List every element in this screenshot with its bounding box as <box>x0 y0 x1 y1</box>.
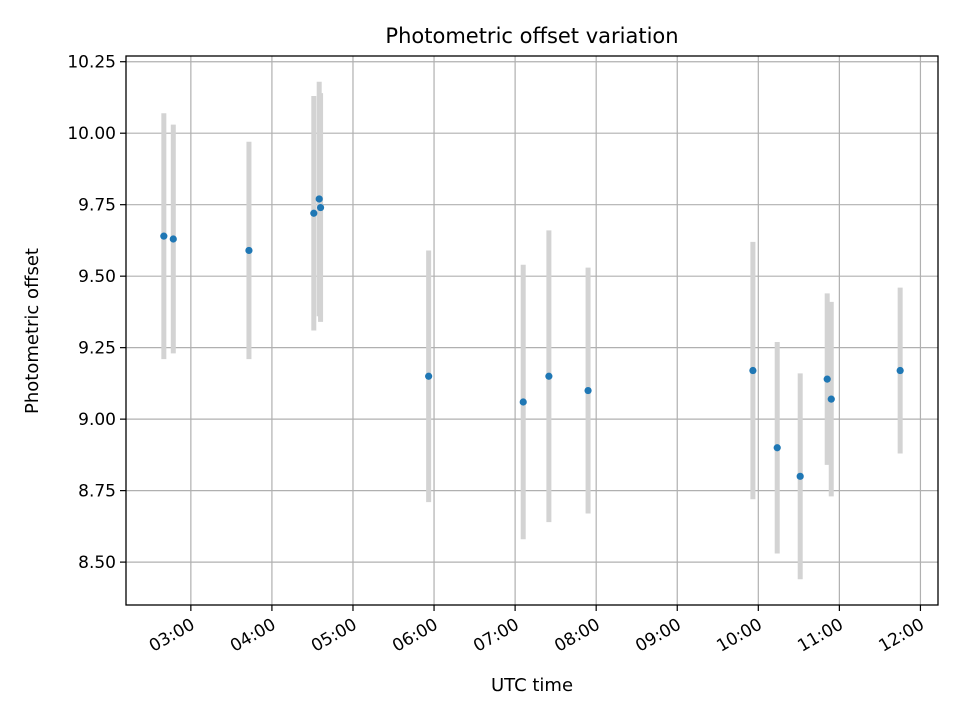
data-points <box>160 195 904 480</box>
data-point <box>310 209 318 217</box>
y-tick-label: 9.25 <box>78 339 116 359</box>
data-point <box>749 366 757 375</box>
data-point <box>245 246 253 255</box>
data-point <box>316 203 325 212</box>
y-tick-label: 9.00 <box>78 410 116 430</box>
y-tick-label: 10.00 <box>67 124 116 144</box>
data-point <box>896 366 904 375</box>
y-tick-label: 9.50 <box>78 267 116 287</box>
data-point <box>584 386 592 395</box>
plot-frame <box>125 55 939 606</box>
data-point <box>160 232 168 240</box>
chart-title: Photometric offset variation <box>385 24 678 48</box>
x-axis-label: UTC time <box>491 675 573 696</box>
y-tick-label: 8.50 <box>78 553 116 573</box>
y-axis-label: Photometric offset <box>22 248 43 414</box>
y-tick-label: 8.75 <box>78 482 116 502</box>
data-point <box>545 372 553 380</box>
y-tick-label: 9.75 <box>78 196 116 216</box>
data-point <box>425 372 433 380</box>
data-point <box>169 235 177 243</box>
data-point <box>773 444 781 452</box>
y-tick-label: 10.25 <box>67 53 116 73</box>
data-point <box>823 375 831 383</box>
data-point <box>827 395 835 403</box>
data-point <box>796 472 804 480</box>
data-point <box>315 195 323 203</box>
data-point <box>519 398 527 406</box>
